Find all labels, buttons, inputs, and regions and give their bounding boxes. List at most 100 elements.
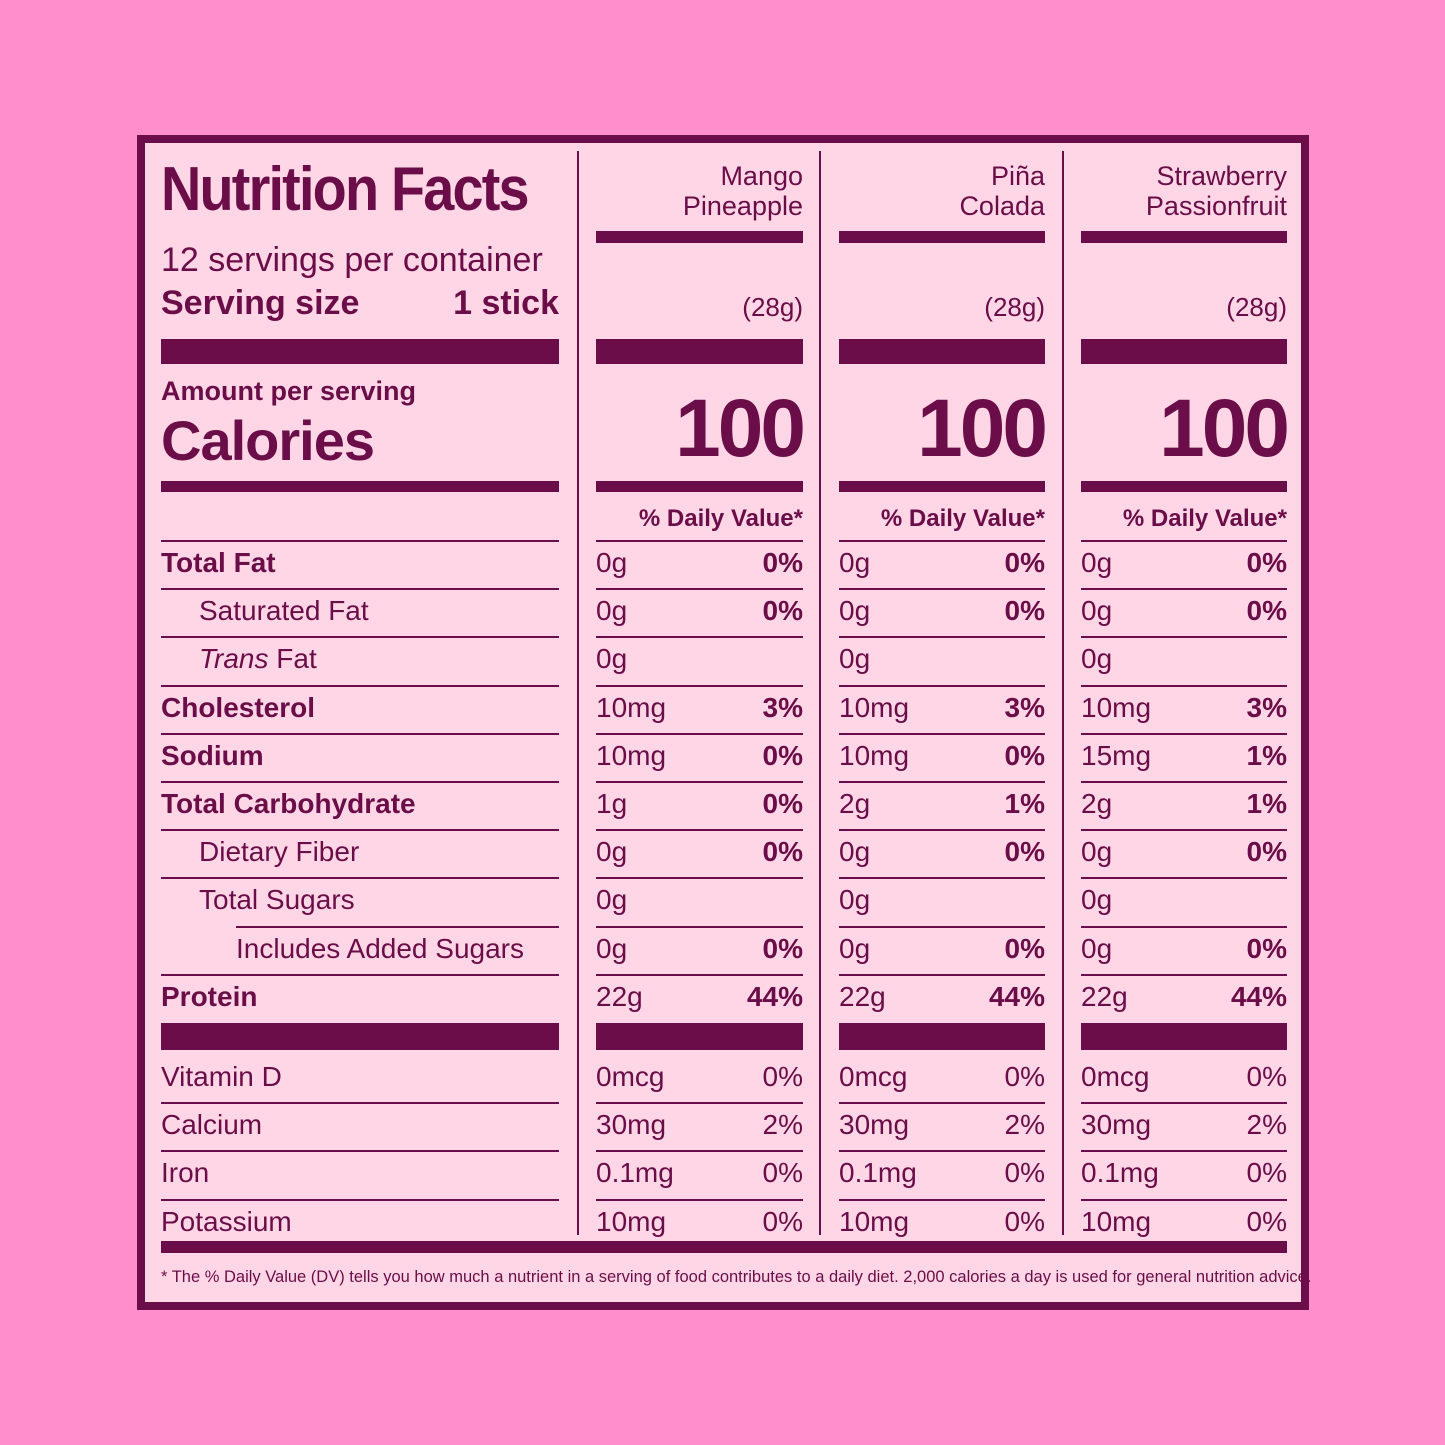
row-divider xyxy=(596,781,803,783)
row-divider xyxy=(596,877,803,879)
flavor-name-line1: Piña xyxy=(990,161,1045,191)
calories-value: 100 xyxy=(675,383,806,474)
vitamin-row-daily-value: 2% xyxy=(762,1109,803,1140)
row-divider xyxy=(596,926,803,928)
label-title: Nutrition Facts xyxy=(161,155,530,224)
medium-divider xyxy=(1081,481,1287,492)
servings-per-container: 12 servings per container xyxy=(161,241,543,279)
nutrient-row-amount: 0g xyxy=(1081,643,1113,674)
nutrient-row-label: Saturated Fat xyxy=(199,595,369,626)
row-divider xyxy=(1081,877,1287,879)
row-divider xyxy=(839,926,1045,928)
nutrient-row-amount: 0g xyxy=(596,643,628,674)
thick-divider xyxy=(161,339,559,364)
flavor-column-header: Mango Pineapple (28g) 100 xyxy=(596,143,806,503)
row-divider xyxy=(839,974,1045,976)
flavor-column-header: Strawberry Passionfruit (28g) 100 xyxy=(1081,143,1290,503)
flavor-name-line2: Pineapple xyxy=(682,191,803,221)
nutrient-row-daily-value: 0% xyxy=(1004,740,1045,771)
row-divider xyxy=(1081,829,1287,831)
nutrient-row-daily-value: 0% xyxy=(762,836,803,867)
nutrient-row-daily-value: 0% xyxy=(1246,836,1287,867)
medium-divider xyxy=(596,481,803,492)
vitamin-row-daily-value: 0% xyxy=(762,1206,803,1237)
vitamin-row-amount: 10mg xyxy=(596,1206,667,1237)
footnote: * The % Daily Value (DV) tells you how m… xyxy=(161,1268,1312,1286)
row-divider xyxy=(161,974,559,976)
nutrient-row-daily-value: 0% xyxy=(1246,933,1287,964)
nutrient-row-daily-value: 0% xyxy=(1004,933,1045,964)
vitamin-row-label: Potassium xyxy=(161,1206,292,1237)
nutrient-row-daily-value: 0% xyxy=(762,740,803,771)
medium-divider xyxy=(1081,231,1287,243)
row-divider xyxy=(1081,540,1287,542)
nutrient-row-amount: 22g xyxy=(596,981,643,1012)
thick-divider xyxy=(1081,339,1287,364)
nutrient-row-label: Trans Fat xyxy=(199,643,317,675)
vitamin-row-amount: 0.1mg xyxy=(839,1157,917,1188)
row-divider xyxy=(161,588,559,590)
nutrient-row-daily-value: 3% xyxy=(762,692,803,723)
vitamin-row-daily-value: 0% xyxy=(762,1157,803,1188)
row-divider xyxy=(1081,733,1287,735)
row-divider xyxy=(596,1102,803,1104)
serving-weight: (28g) xyxy=(742,292,803,322)
nutrient-row-amount: 10mg xyxy=(596,740,667,771)
nutrient-row-daily-value: 0% xyxy=(1004,547,1045,578)
flavor-name-line2: Colada xyxy=(959,191,1045,221)
serving-weight: (28g) xyxy=(984,292,1045,322)
row-divider xyxy=(1081,1102,1287,1104)
nutrient-row-amount: 15mg xyxy=(1081,740,1152,771)
vitamin-row-daily-value: 0% xyxy=(762,1061,803,1092)
vitamin-row-amount: 30mg xyxy=(839,1109,910,1140)
vitamin-row-daily-value: 2% xyxy=(1246,1109,1287,1140)
nutrient-row-amount: 10mg xyxy=(1081,692,1152,723)
row-divider xyxy=(839,1102,1045,1104)
thick-divider xyxy=(161,1023,559,1050)
calories-value: 100 xyxy=(917,383,1048,474)
nutrient-row-amount: 0g xyxy=(839,836,871,867)
nutrient-row-daily-value: 44% xyxy=(746,981,803,1012)
medium-divider xyxy=(596,231,803,243)
row-divider xyxy=(161,1150,559,1152)
row-divider xyxy=(596,636,803,638)
row-divider xyxy=(161,1199,559,1201)
vitamin-row-label: Calcium xyxy=(161,1109,263,1140)
row-divider xyxy=(839,829,1045,831)
row-divider xyxy=(1081,926,1287,928)
row-divider xyxy=(839,636,1045,638)
row-divider xyxy=(161,877,559,879)
row-divider xyxy=(161,540,559,542)
vitamin-row-daily-value: 2% xyxy=(1004,1109,1045,1140)
vitamin-row-daily-value: 0% xyxy=(1004,1206,1045,1237)
row-divider xyxy=(1081,1199,1287,1201)
nutrient-row-amount: 22g xyxy=(839,981,886,1012)
nutrient-row-amount: 0g xyxy=(1081,547,1113,578)
row-divider xyxy=(1081,685,1287,687)
nutrient-row-daily-value: 3% xyxy=(1246,692,1287,723)
daily-value-header: % Daily Value* xyxy=(638,505,803,532)
row-divider xyxy=(161,685,559,687)
nutrient-row-daily-value: 1% xyxy=(1246,740,1287,771)
vitamin-row-amount: 0mcg xyxy=(839,1061,908,1092)
nutrient-row-amount: 0g xyxy=(596,836,628,867)
amount-per-serving: Amount per serving xyxy=(161,376,417,406)
vitamin-row-label: Iron xyxy=(161,1157,210,1188)
vitamin-row-amount: 30mg xyxy=(1081,1109,1152,1140)
nutrient-row-daily-value: 0% xyxy=(762,547,803,578)
nutrient-row-amount: 0g xyxy=(1081,595,1113,626)
nutrient-row-daily-value: 44% xyxy=(988,981,1045,1012)
nutrient-row-label: Total Carbohydrate xyxy=(161,788,416,819)
nutrient-row-amount: 0g xyxy=(839,884,871,915)
nutrient-row-label: Total Sugars xyxy=(199,884,355,915)
nutrient-row-amount: 0g xyxy=(1081,884,1113,915)
nutrient-row-daily-value: 0% xyxy=(762,788,803,819)
nutrient-row-amount: 2g xyxy=(839,788,871,819)
row-divider xyxy=(839,1150,1045,1152)
vitamin-row-amount: 0.1mg xyxy=(1081,1157,1159,1188)
nutrient-row-amount: 0g xyxy=(596,547,628,578)
nutrient-row-daily-value: 1% xyxy=(1246,788,1287,819)
row-divider xyxy=(161,1102,559,1104)
row-divider xyxy=(839,733,1045,735)
row-divider xyxy=(161,781,559,783)
